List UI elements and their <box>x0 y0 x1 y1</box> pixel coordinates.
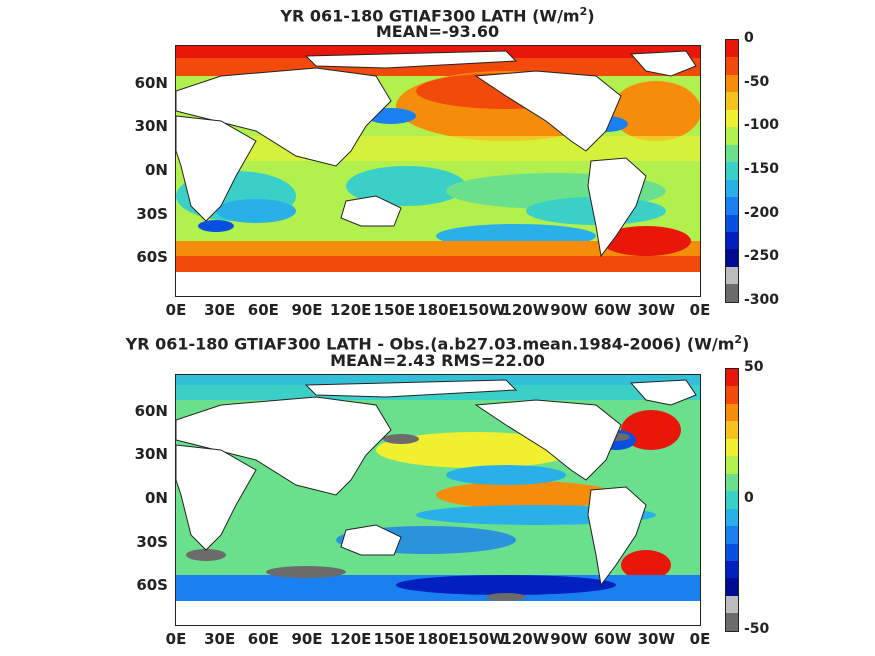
map1-lon-label: 30W <box>637 301 676 319</box>
map1-colorbar-segment <box>726 74 738 93</box>
map2-lon-label: 0E <box>689 630 711 648</box>
map2-lon-label: 180E <box>417 630 459 648</box>
map1-colorbar-segment <box>726 266 738 285</box>
map2-colorbar-tick-label: -50 <box>744 621 770 637</box>
map1-lon-label: 90W <box>550 301 588 319</box>
map1-mean: MEAN=-93.60 <box>375 22 500 41</box>
map2-lat-label-60N: 60N <box>134 402 168 420</box>
map2-lon-label: 120W <box>501 630 550 648</box>
map2-colorbar-segment <box>726 578 738 596</box>
map2-lon-label: 90W <box>550 630 588 648</box>
map1-lon-label: 0E <box>165 301 187 319</box>
map2-colorbar-tick-label: 50 <box>744 359 764 375</box>
map2-colorbar-segment <box>726 508 738 527</box>
map2-colorbar-segment <box>726 421 738 439</box>
map2-lon-label: 90E <box>291 630 323 648</box>
map2-lon-label: 150E <box>373 630 416 648</box>
map1-colorbar-tick-label: -150 <box>744 161 780 177</box>
map1-lat-label-30S: 30S <box>136 205 168 223</box>
map2-lat-label-30N: 30N <box>134 445 168 463</box>
map2-lon-label: 30W <box>637 630 676 648</box>
map2-lat-label-60S: 60S <box>136 576 168 594</box>
map1-colorbar-segment <box>726 109 738 128</box>
map1-colorbar-segment <box>726 162 738 180</box>
map1-lon-label: 150E <box>373 301 416 319</box>
map1-colorbar-segment <box>726 144 738 163</box>
map1-colorbar-segment <box>726 40 738 58</box>
map2-colorbar-segment <box>726 473 738 492</box>
map2-lon-label: 120E <box>329 630 372 648</box>
map2-colorbar <box>725 368 739 632</box>
map2-stats: MEAN=2.43 RMS=22.00 <box>330 351 545 370</box>
map1-lat-label-0N: 0N <box>145 161 168 179</box>
map2-colorbar-segment <box>726 438 738 457</box>
map2-colorbar-segment <box>726 526 738 544</box>
map2-colorbar-segment <box>726 403 738 422</box>
map1-lon-label: 60W <box>593 301 632 319</box>
map1-lon-label: 60E <box>247 301 279 319</box>
map2-plot <box>175 374 701 626</box>
map1-colorbar-segment <box>726 57 738 75</box>
map1-lat-label-30N: 30N <box>134 117 168 135</box>
map1-colorbar-segment <box>726 284 738 302</box>
map2-title: YR 061-180 GTIAF300 LATH - Obs.(a.b27.03… <box>125 333 750 354</box>
map2-lon-label: 0E <box>165 630 187 648</box>
map1-colorbar-segment <box>726 179 738 198</box>
map2-lat-label-0N: 0N <box>145 489 168 507</box>
map2-lat-label-30S: 30S <box>136 533 168 551</box>
map2-colorbar-segment <box>726 560 738 579</box>
map1-lat-label-60S: 60S <box>136 248 168 266</box>
map2-colorbar-tick-label: 0 <box>744 490 754 506</box>
map2-colorbar-segment <box>726 456 738 474</box>
map1-colorbar-tick-label: -250 <box>744 248 780 265</box>
map1-colorbar-tick-label: 0 <box>744 30 754 46</box>
map1-lon-label: 180E <box>417 301 459 319</box>
map2-colorbar-segment <box>726 613 738 631</box>
map1-lon-label: 30E <box>204 301 236 319</box>
map1-colorbar-segment <box>726 127 738 145</box>
map1-lat-label-60N: 60N <box>134 74 168 92</box>
map1-title: YR 061-180 GTIAF300 LATH (W/m2) <box>280 5 595 26</box>
map1-lon-label: 120W <box>501 301 550 319</box>
map1-lon-label: 90E <box>291 301 323 319</box>
map1-colorbar-tick-label: -300 <box>744 292 780 308</box>
map2-colorbar-segment <box>726 386 738 404</box>
map1-plot <box>175 45 701 297</box>
map2-lon-label: 60E <box>247 630 279 648</box>
map1-colorbar-segment <box>726 249 738 267</box>
map2-lon-label: 150W <box>457 630 506 648</box>
map2-lon-label: 60W <box>593 630 632 648</box>
map2-colorbar-segment <box>726 595 738 614</box>
map1-colorbar-segment <box>726 231 738 250</box>
map2-field <box>176 375 700 625</box>
map1-colorbar-tick-label: -50 <box>744 73 770 90</box>
map1-field <box>176 46 700 296</box>
map1-colorbar-segment <box>726 92 738 110</box>
map2-lon-label: 30E <box>204 630 236 648</box>
map1-lon-label: 150W <box>457 301 506 319</box>
map1-colorbar <box>725 39 739 303</box>
map2-colorbar-segment <box>726 543 738 561</box>
map2-colorbar-segment <box>726 369 738 387</box>
map1-colorbar-segment <box>726 197 738 215</box>
map1-colorbar-tick-label: -100 <box>744 117 780 134</box>
map2-colorbar-segment <box>726 491 738 509</box>
map1-colorbar-segment <box>726 214 738 232</box>
map1-lon-label: 120E <box>329 301 372 319</box>
map1-lon-label: 0E <box>689 301 711 319</box>
map1-colorbar-tick-label: -200 <box>744 204 780 221</box>
